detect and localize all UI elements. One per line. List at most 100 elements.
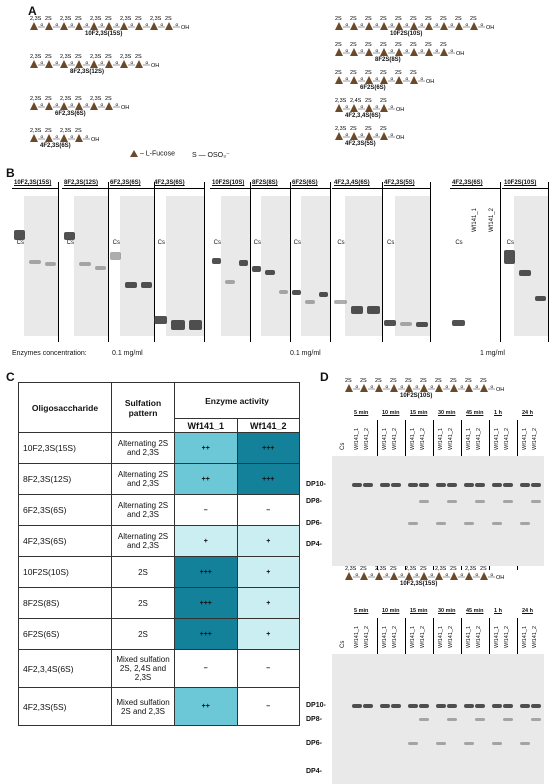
alpha-linkage-label: α [376,76,379,81]
fucose-triangle-icon [165,22,173,30]
sulfation-label: 2S [75,16,82,22]
oh-terminus: OH [151,63,159,69]
top-band-dp10 [464,483,474,487]
alpha-linkage-label: α [361,22,364,27]
sulfation-label: 2S [465,378,472,384]
top-dp-2: DP6- [306,520,322,527]
gel-mid-1-underline [250,188,290,189]
sulfation-label: 2S [395,16,402,22]
alpha-linkage-label: α [346,48,349,53]
fucose-triangle-icon [450,384,458,392]
sulfation-label: 2S [380,98,387,104]
fucose-triangle-icon [75,134,83,142]
top-lane-e2-6: Wf141_2 [532,427,538,450]
fucose-triangle-icon [480,572,488,580]
fucose-triangle-icon [30,134,38,142]
legend-fucose-text: – L-Fucose [139,150,175,158]
bottom-band-dp10 [352,704,362,708]
cell-pattern: Mixed sulfation 2S, 2,4S and 2,3S [111,649,175,688]
sulfation-label: 2S [455,16,462,22]
fucose-triangle-icon [380,22,388,30]
cell-wf141-2: + [236,556,300,588]
gel-mid-4-band [416,322,428,327]
bottom-lane-e1-3: Wf141_1 [438,625,444,648]
cell-wf141-1: +++ [174,618,238,650]
top-lane-e1-2: Wf141_1 [410,427,416,450]
alpha-linkage-label: α [361,48,364,53]
bottom-cs-label: Cs [340,640,346,648]
top-band-low [531,500,541,503]
gel-mid-0-separator [250,182,251,342]
cell-pattern: Alternating 2S and 2,3S [111,432,175,464]
cell-wf141-2: +++ [236,463,300,495]
fucose-triangle-icon [105,22,113,30]
alpha-linkage-label: α [361,104,364,109]
top-lane-e1-6: Wf141_1 [522,427,528,450]
alpha-linkage-label: α [491,572,494,577]
alpha-linkage-label: α [421,76,424,81]
gel-left-0-band [44,262,56,266]
sulfation-label: 2S [350,42,357,48]
fucose-triangle-icon [365,76,373,84]
oh-terminus: OH [426,79,434,85]
fucose-triangle-icon [60,134,68,142]
cell-oligo: 4F2,3S(6S) [18,525,112,557]
alpha-linkage-label: α [451,22,454,27]
gel-mid-1-title: 8F2S(8S) [252,180,278,186]
alpha-linkage-label: α [86,134,89,139]
fucose-triangle-icon [90,102,98,110]
fucose-triangle-icon [390,572,398,580]
alpha-linkage-label: α [491,384,494,389]
bottom-band-dp10 [503,704,513,708]
table-row: 4F2,3S(5S) Mixed sulfation 2S and 2,3S ++ – [18,687,300,726]
sulfation-label: 2S [350,16,357,22]
fucose-triangle-icon [435,572,443,580]
bottom-lane-e1-5: Wf141_1 [494,625,500,648]
gel-mid-4-lane-0: Cs [387,240,395,246]
sulfation-label: 2S [425,42,432,48]
gel-left-3-band [171,320,185,330]
bottom-lane-e2-3: Wf141_2 [448,625,454,648]
bottom-band-dp10 [408,704,418,708]
fucose-triangle-icon [130,150,138,157]
gel-mid-2-underline [290,188,330,189]
top-band-low [447,500,457,503]
gel-mid-3-lane-0: Cs [337,240,345,246]
bottom-dp-2: DP6- [306,740,322,747]
panel-label-d: D [320,370,329,384]
cell-oligo: 4F2,3,4S(6S) [18,649,112,688]
top-band-dp10 [408,483,418,487]
cell-wf141-1: ++ [174,432,238,464]
gel-right-0-band [452,320,465,326]
bottom-time-3: 30 min [438,608,456,614]
sulfation-label: 2,3S [120,54,132,60]
gel-mid-2-title: 6F2S(6S) [292,180,318,186]
sulfation-label: 2S [105,54,112,60]
header-pattern: Sulfation pattern [111,382,175,433]
top-band-dp10 [419,483,429,487]
alpha-linkage-label: α [416,384,419,389]
alpha-linkage-label: α [131,22,134,27]
oh-terminus: OH [396,107,404,113]
bottom-band-low [531,718,541,721]
structure-label-right-1: 8F2S(8S) [375,57,401,63]
bottom-band-low [408,742,418,745]
fucose-triangle-icon [75,102,83,110]
alpha-linkage-label: α [436,22,439,27]
cell-pattern: 2S [111,618,175,650]
bottom-time-0: 5 min [354,608,369,614]
gel-right-0-lane-0: Cs [455,240,463,246]
oh-terminus: OH [396,135,404,141]
top-lane-e1-0: Wf141_1 [354,427,360,450]
bottom-lane-e1-0: Wf141_1 [354,625,360,648]
sulfation-label: 2,3S [405,566,417,572]
alpha-linkage-label: α [391,22,394,27]
alpha-linkage-label: α [86,22,89,27]
top-band-low [475,500,485,503]
sulfation-label: 2,3S [120,16,132,22]
fucose-triangle-icon [360,572,368,580]
oh-terminus: OH [91,137,99,143]
table-row: 10F2,3S(15S) Alternating 2S and 2,3S ++ +++ [18,432,300,464]
bottom-dp-0: DP10- [306,702,326,709]
